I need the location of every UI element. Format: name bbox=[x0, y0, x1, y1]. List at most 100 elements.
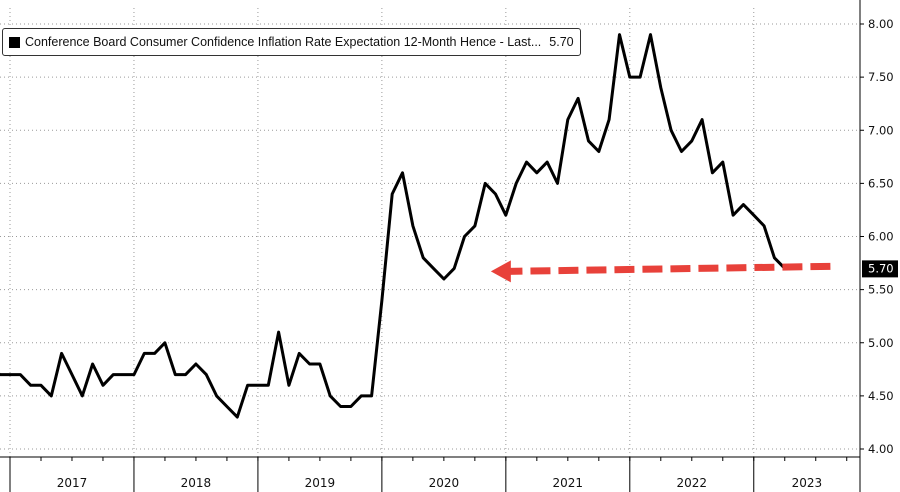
data-point bbox=[495, 193, 497, 195]
data-point bbox=[639, 76, 641, 78]
x-tick-label: 2017 bbox=[57, 476, 88, 490]
data-point bbox=[195, 363, 197, 365]
data-point bbox=[319, 363, 321, 365]
data-point bbox=[474, 225, 476, 227]
data-point bbox=[247, 384, 249, 386]
data-point bbox=[360, 395, 362, 397]
legend: Conference Board Consumer Confidence Inf… bbox=[2, 28, 581, 56]
data-point bbox=[164, 342, 166, 344]
legend-last-value: 5.70 bbox=[549, 35, 574, 49]
data-point bbox=[92, 363, 94, 365]
data-point bbox=[61, 352, 63, 354]
x-tick-label: 2018 bbox=[181, 476, 212, 490]
data-point bbox=[505, 214, 507, 216]
data-point bbox=[732, 214, 734, 216]
y-axis: 4.00 4.50 5.00 5.50 6.00 6.50 7.00 7.50 8.00 5.70 bbox=[859, 0, 898, 492]
data-point bbox=[381, 299, 383, 301]
y-tick-label: 6.00 bbox=[868, 230, 894, 244]
data-point bbox=[19, 374, 21, 376]
data-point bbox=[680, 151, 682, 152]
data-point bbox=[536, 172, 538, 174]
data-point bbox=[216, 395, 218, 397]
data-point bbox=[433, 267, 435, 269]
data-point bbox=[660, 87, 662, 89]
data-point bbox=[412, 225, 414, 227]
data-point bbox=[257, 384, 259, 386]
data-point bbox=[753, 214, 755, 216]
data-point bbox=[464, 236, 466, 237]
x-tick-label: 2023 bbox=[792, 476, 823, 490]
data-point bbox=[484, 182, 486, 184]
annotation-layer bbox=[490, 260, 831, 283]
data-point bbox=[691, 140, 693, 142]
data-point bbox=[618, 34, 620, 36]
data-point bbox=[205, 374, 207, 376]
data-point bbox=[608, 119, 610, 121]
annotation-dashed-line bbox=[508, 262, 831, 275]
data-point bbox=[288, 384, 290, 386]
data-point bbox=[340, 406, 342, 407]
data-point bbox=[309, 363, 311, 365]
data-point bbox=[50, 395, 52, 397]
y-tick-label: 7.00 bbox=[868, 123, 894, 137]
data-point bbox=[577, 97, 579, 99]
y-tick-label: 5.00 bbox=[868, 336, 894, 350]
data-point bbox=[154, 352, 156, 354]
data-point bbox=[112, 374, 114, 376]
data-point bbox=[773, 257, 775, 259]
data-point bbox=[143, 352, 145, 354]
data-point bbox=[722, 161, 724, 163]
data-point bbox=[742, 204, 744, 206]
y-tick-label: 4.00 bbox=[868, 442, 894, 456]
data-point bbox=[587, 140, 589, 142]
y-tick-label: 8.00 bbox=[868, 17, 894, 31]
data-point bbox=[267, 384, 269, 386]
data-point bbox=[329, 395, 331, 397]
last-value-badge-label: 5.70 bbox=[868, 261, 894, 275]
y-tick-label: 4.50 bbox=[868, 389, 894, 403]
series-line bbox=[0, 33, 796, 419]
legend-swatch-icon bbox=[9, 36, 20, 48]
y-tick-label: 6.50 bbox=[868, 176, 894, 190]
x-tick-label: 2022 bbox=[677, 476, 708, 490]
data-point bbox=[649, 34, 651, 36]
data-point bbox=[453, 267, 455, 269]
data-point bbox=[71, 374, 73, 376]
data-point bbox=[278, 331, 280, 333]
y-tick-label: 5.50 bbox=[868, 283, 894, 297]
data-point bbox=[629, 76, 631, 78]
data-point bbox=[81, 395, 83, 397]
x-tick-label: 2019 bbox=[305, 476, 336, 490]
data-point bbox=[298, 352, 300, 354]
x-tick-label: 2021 bbox=[553, 476, 584, 490]
data-point bbox=[9, 374, 11, 376]
data-point bbox=[567, 119, 569, 121]
last-value-badge bbox=[862, 260, 898, 278]
data-point bbox=[185, 374, 187, 376]
data-point bbox=[526, 161, 527, 163]
data-point bbox=[174, 374, 176, 376]
series-layer bbox=[0, 33, 796, 419]
y-tick-label: 7.50 bbox=[868, 70, 894, 84]
data-point bbox=[701, 119, 703, 121]
data-point bbox=[102, 384, 104, 386]
data-point bbox=[515, 182, 517, 184]
data-point bbox=[236, 416, 238, 418]
data-point bbox=[443, 278, 445, 280]
x-tick-label: 2020 bbox=[429, 476, 460, 490]
data-point bbox=[133, 374, 135, 376]
data-point bbox=[40, 384, 42, 386]
gridlines bbox=[0, 8, 860, 457]
data-point bbox=[226, 406, 228, 407]
data-point bbox=[391, 193, 393, 195]
data-point bbox=[546, 161, 548, 163]
data-point bbox=[350, 406, 352, 407]
data-point bbox=[371, 395, 373, 397]
data-point bbox=[670, 129, 672, 131]
annotation-arrowhead bbox=[490, 260, 511, 283]
legend-series-name: Conference Board Consumer Confidence Inf… bbox=[25, 35, 542, 49]
data-point bbox=[763, 225, 765, 227]
data-point bbox=[30, 384, 32, 386]
data-point bbox=[422, 257, 424, 259]
